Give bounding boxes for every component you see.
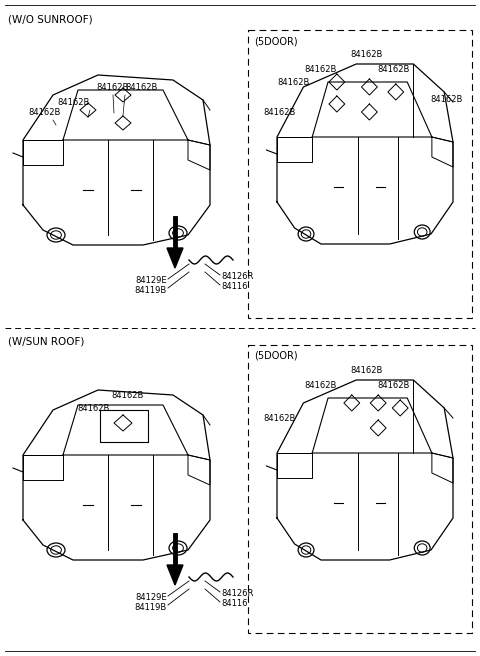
Text: (W/SUN ROOF): (W/SUN ROOF) <box>8 336 84 346</box>
Text: 84119B: 84119B <box>135 286 167 295</box>
Text: 84129E: 84129E <box>135 276 167 285</box>
Polygon shape <box>167 565 183 585</box>
Text: 84162B: 84162B <box>263 108 295 117</box>
Text: 84162B: 84162B <box>112 391 144 400</box>
Text: 84119B: 84119B <box>135 603 167 612</box>
Text: 84162B: 84162B <box>97 83 129 92</box>
Text: 84162B: 84162B <box>305 65 337 74</box>
Bar <box>248 345 472 633</box>
Text: 84162B: 84162B <box>377 381 409 390</box>
Text: 84162B: 84162B <box>28 108 60 117</box>
Text: 84116: 84116 <box>221 599 248 608</box>
Text: 84126R: 84126R <box>221 589 253 598</box>
Text: 84162B: 84162B <box>78 404 110 413</box>
Polygon shape <box>167 248 183 268</box>
Text: 84162B: 84162B <box>58 98 90 107</box>
Text: 84162B: 84162B <box>351 50 383 59</box>
Text: (5DOOR): (5DOOR) <box>254 351 298 361</box>
Text: 84162B: 84162B <box>377 65 409 74</box>
Text: 84162B: 84162B <box>351 366 383 375</box>
Text: 84162B: 84162B <box>305 381 337 390</box>
Text: 84116: 84116 <box>221 282 248 291</box>
Text: (W/O SUNROOF): (W/O SUNROOF) <box>8 14 93 24</box>
Text: 84162B: 84162B <box>263 414 295 423</box>
Text: 84162B: 84162B <box>125 83 157 92</box>
Bar <box>248 30 472 318</box>
Text: 84129E: 84129E <box>135 593 167 602</box>
Text: 84126R: 84126R <box>221 272 253 281</box>
Text: 84162B: 84162B <box>277 78 310 87</box>
Text: (5DOOR): (5DOOR) <box>254 36 298 46</box>
Text: 84162B: 84162B <box>430 95 462 104</box>
